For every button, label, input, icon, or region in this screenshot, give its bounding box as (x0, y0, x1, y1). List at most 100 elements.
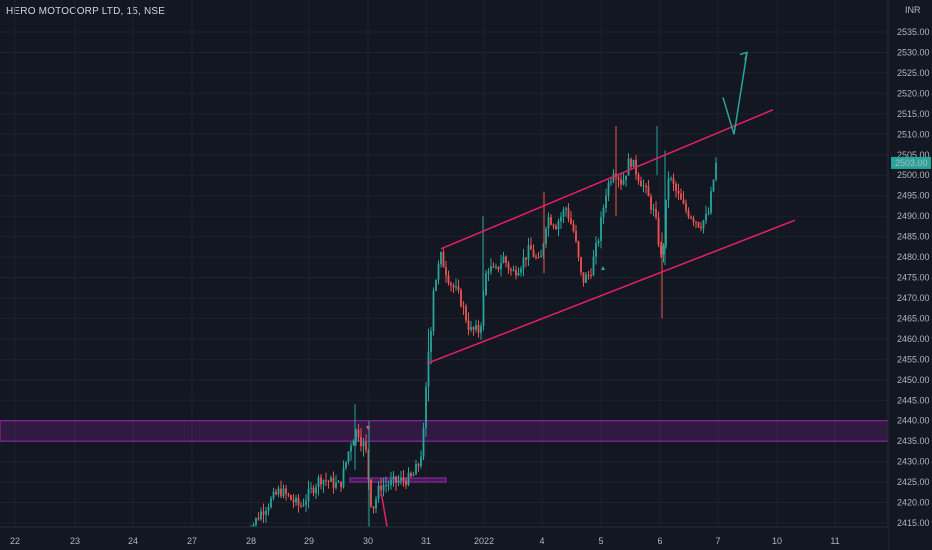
candle-body (255, 517, 257, 525)
candle-body (642, 185, 645, 187)
candle-body (470, 327, 472, 330)
candle-body (572, 223, 575, 232)
candle-body (277, 488, 280, 495)
candle-body (387, 484, 390, 486)
candle-body (597, 240, 600, 244)
candle-body (577, 241, 580, 258)
candle-body (690, 216, 692, 219)
time-tick-label: 29 (304, 536, 314, 546)
candle-body (687, 210, 690, 217)
candle-body (350, 445, 352, 452)
candle-body (592, 256, 595, 276)
candle-body (440, 252, 442, 265)
time-tick-label: 22 (10, 536, 20, 546)
price-tick-label: 2470.00 (897, 293, 930, 303)
channel-lower-line (426, 219, 796, 365)
candles (245, 126, 717, 540)
candle-body (472, 327, 475, 330)
candle-body (430, 331, 432, 352)
candle-body (327, 480, 330, 482)
candle-body (330, 477, 332, 482)
price-tick-label: 2510.00 (897, 129, 930, 139)
price-tick-label: 2520.00 (897, 88, 930, 98)
candle-body (457, 286, 460, 291)
candle-body (287, 493, 290, 496)
candle-body (710, 191, 712, 213)
candle-body (667, 178, 670, 200)
time-tick-label: 24 (128, 536, 138, 546)
projection-path (722, 52, 748, 135)
candle-body (375, 499, 377, 509)
candle-body (625, 175, 627, 181)
candle-body (422, 427, 425, 457)
candle-body (682, 199, 685, 204)
time-axis-background (0, 527, 888, 550)
candle-body (257, 517, 260, 520)
time-tick-label: 30 (363, 536, 373, 546)
candle-body (497, 266, 500, 270)
candle-body (425, 386, 427, 428)
candle-body (317, 477, 320, 488)
candle-body (370, 479, 372, 507)
candle-body (352, 440, 355, 446)
candle-body (505, 256, 507, 263)
candle-body (460, 290, 462, 307)
candle-body (360, 436, 362, 447)
candle-body (467, 320, 470, 330)
price-tick-label: 2490.00 (897, 211, 930, 221)
candle-body (672, 178, 675, 184)
candle-body (490, 266, 492, 272)
candle-body (510, 269, 512, 271)
candle-body (622, 180, 625, 185)
candle-body (532, 249, 535, 257)
candle-body (557, 221, 560, 230)
time-tick-label: 7 (715, 536, 720, 546)
candle-body (417, 464, 420, 467)
candle-body (540, 255, 542, 258)
candle-body (582, 272, 585, 283)
candle-body (655, 208, 657, 218)
candle-body (310, 487, 312, 489)
candle-body (632, 159, 635, 167)
candle-body (610, 181, 612, 183)
candle-body (295, 497, 297, 503)
candle-body (602, 207, 605, 218)
price-tick-label: 2415.00 (897, 518, 930, 528)
candle-body (355, 429, 357, 441)
price-tick-label: 2500.00 (897, 170, 930, 180)
last-price-tag (891, 156, 931, 169)
candle-body (395, 476, 397, 483)
candle-body (262, 511, 265, 515)
candle-body (695, 221, 697, 223)
currency-label: INR (905, 5, 921, 15)
candle-body (290, 495, 292, 500)
candle-body (522, 257, 525, 269)
candle-body (325, 480, 327, 482)
candle-body (312, 487, 315, 494)
price-tick-label: 2535.00 (897, 27, 930, 37)
time-axis: 22 23 24 27 28 29 30 31 2022 4 5 6 7 10 11 (0, 526, 888, 550)
candle-body (630, 158, 632, 167)
candle-body (575, 231, 577, 242)
candle-body (620, 179, 622, 185)
candle-body (627, 158, 630, 176)
time-tick-label: 2022 (474, 536, 494, 546)
candle-body (345, 461, 347, 468)
candle-body (447, 275, 450, 284)
candle-body (337, 481, 340, 483)
candle-body (437, 264, 440, 280)
candle-body (407, 472, 410, 485)
candle-body (347, 451, 350, 462)
candle-body (335, 482, 337, 488)
candle-body (487, 271, 490, 274)
candle-body (412, 474, 415, 477)
candle-body (650, 196, 652, 210)
candle-body (607, 182, 610, 196)
price-tick-label: 2425.00 (897, 477, 930, 487)
candle-body (307, 488, 310, 501)
price-tick-label: 2465.00 (897, 313, 930, 323)
candle-body (707, 212, 710, 214)
candle-body (432, 290, 435, 332)
candle-body (482, 294, 485, 326)
